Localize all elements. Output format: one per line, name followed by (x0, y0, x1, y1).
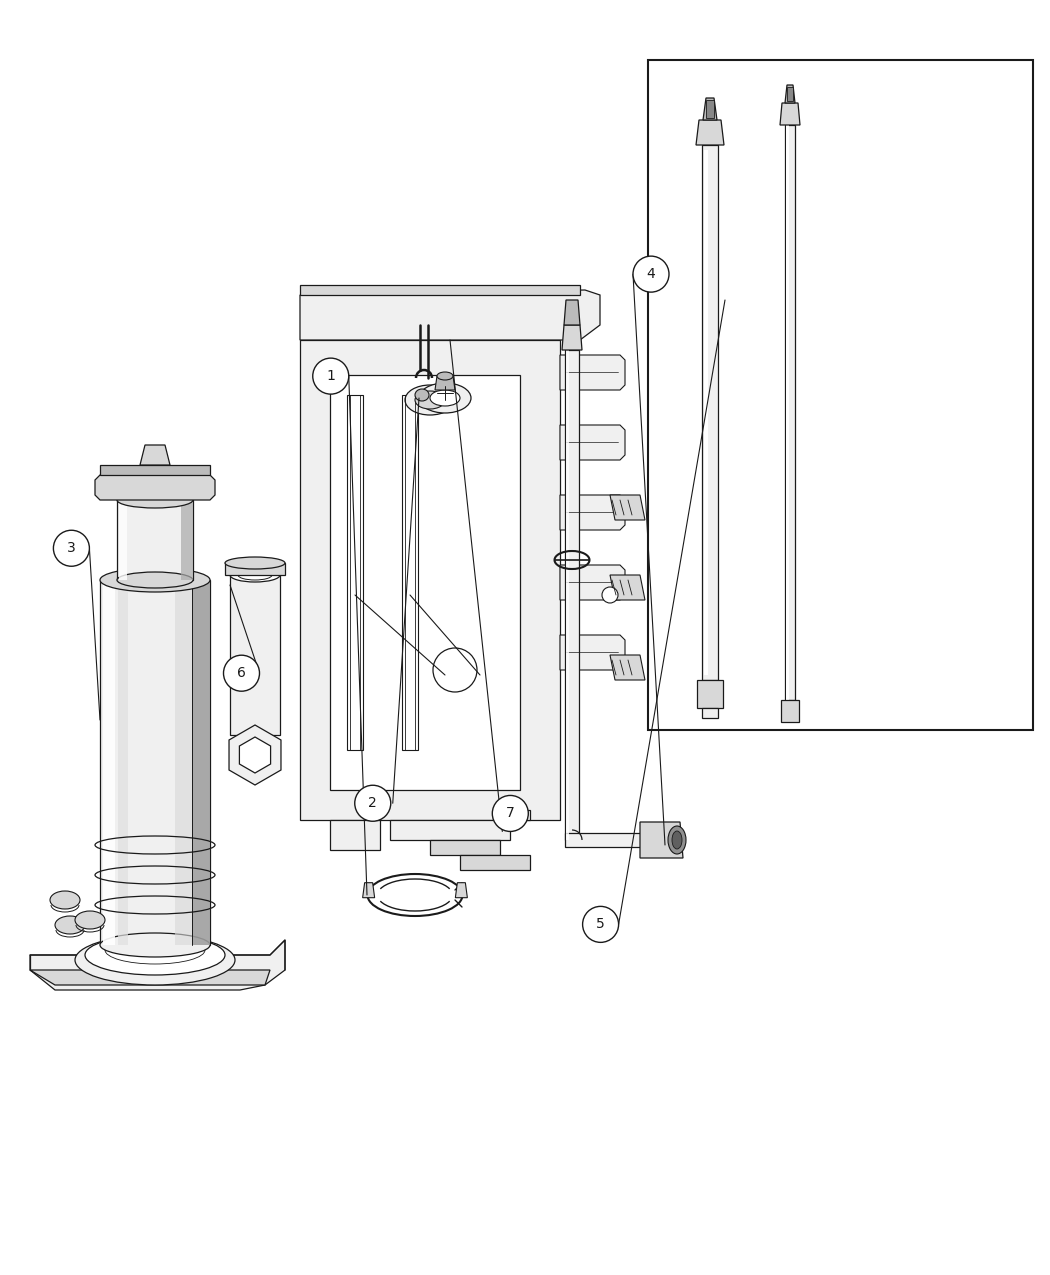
Ellipse shape (672, 831, 682, 849)
Polygon shape (562, 325, 582, 351)
Ellipse shape (117, 492, 193, 507)
Polygon shape (566, 351, 569, 840)
Ellipse shape (85, 935, 225, 975)
Polygon shape (788, 87, 793, 101)
Polygon shape (610, 655, 645, 680)
Circle shape (602, 586, 618, 603)
Text: 7: 7 (506, 807, 514, 820)
Polygon shape (430, 840, 500, 856)
Polygon shape (564, 300, 580, 325)
Polygon shape (346, 395, 363, 750)
Ellipse shape (430, 390, 460, 405)
Polygon shape (118, 580, 128, 945)
Bar (648, 60, 1033, 731)
Polygon shape (560, 354, 625, 390)
Polygon shape (390, 810, 530, 840)
Ellipse shape (100, 933, 210, 958)
Polygon shape (560, 495, 625, 530)
Text: 5: 5 (596, 918, 605, 931)
Polygon shape (565, 351, 579, 840)
Polygon shape (702, 708, 718, 718)
Polygon shape (435, 376, 455, 390)
Ellipse shape (230, 567, 280, 581)
Polygon shape (100, 580, 210, 945)
Polygon shape (300, 289, 600, 340)
Ellipse shape (100, 567, 210, 592)
Polygon shape (702, 145, 718, 680)
Text: 3: 3 (67, 542, 76, 555)
Ellipse shape (50, 891, 80, 909)
Polygon shape (239, 737, 271, 773)
Polygon shape (560, 635, 625, 669)
Polygon shape (300, 286, 580, 295)
Ellipse shape (225, 557, 285, 569)
Ellipse shape (117, 572, 193, 588)
Polygon shape (704, 150, 708, 674)
Polygon shape (696, 120, 724, 145)
Polygon shape (300, 340, 560, 820)
Circle shape (633, 256, 669, 292)
Circle shape (433, 648, 477, 692)
Polygon shape (781, 700, 799, 722)
Polygon shape (181, 500, 193, 580)
Circle shape (54, 530, 89, 566)
Polygon shape (192, 580, 210, 945)
Polygon shape (30, 970, 270, 986)
Polygon shape (30, 940, 285, 989)
Polygon shape (610, 495, 645, 520)
Circle shape (313, 358, 349, 394)
Circle shape (583, 907, 618, 942)
Polygon shape (225, 564, 285, 575)
Polygon shape (140, 445, 170, 465)
Polygon shape (456, 882, 467, 898)
Text: 4: 4 (647, 268, 655, 280)
Polygon shape (640, 822, 682, 858)
Polygon shape (230, 575, 280, 734)
Ellipse shape (55, 915, 85, 935)
Polygon shape (362, 882, 375, 898)
Polygon shape (229, 725, 281, 785)
Polygon shape (560, 425, 625, 460)
Polygon shape (565, 833, 645, 847)
Polygon shape (697, 680, 723, 708)
Polygon shape (704, 98, 717, 120)
Polygon shape (175, 580, 210, 945)
Polygon shape (786, 125, 789, 700)
Circle shape (492, 796, 528, 831)
Polygon shape (119, 500, 127, 580)
Polygon shape (560, 565, 625, 601)
Ellipse shape (75, 935, 235, 986)
Ellipse shape (75, 912, 105, 929)
Polygon shape (610, 575, 645, 601)
Polygon shape (460, 856, 530, 870)
Ellipse shape (405, 385, 455, 414)
Ellipse shape (419, 382, 471, 413)
Polygon shape (330, 375, 520, 790)
Polygon shape (402, 395, 418, 750)
Polygon shape (100, 465, 210, 476)
Ellipse shape (415, 389, 429, 402)
Polygon shape (780, 103, 800, 125)
Text: 2: 2 (369, 797, 377, 810)
Text: 1: 1 (327, 370, 335, 382)
Polygon shape (103, 580, 116, 945)
Text: 6: 6 (237, 667, 246, 680)
Polygon shape (94, 476, 215, 500)
Polygon shape (785, 85, 795, 103)
Circle shape (224, 655, 259, 691)
Ellipse shape (437, 372, 453, 380)
Polygon shape (785, 125, 795, 700)
Ellipse shape (415, 391, 445, 409)
Circle shape (355, 785, 391, 821)
Polygon shape (330, 820, 380, 850)
Polygon shape (117, 500, 193, 580)
Ellipse shape (668, 826, 686, 854)
Polygon shape (706, 99, 714, 119)
